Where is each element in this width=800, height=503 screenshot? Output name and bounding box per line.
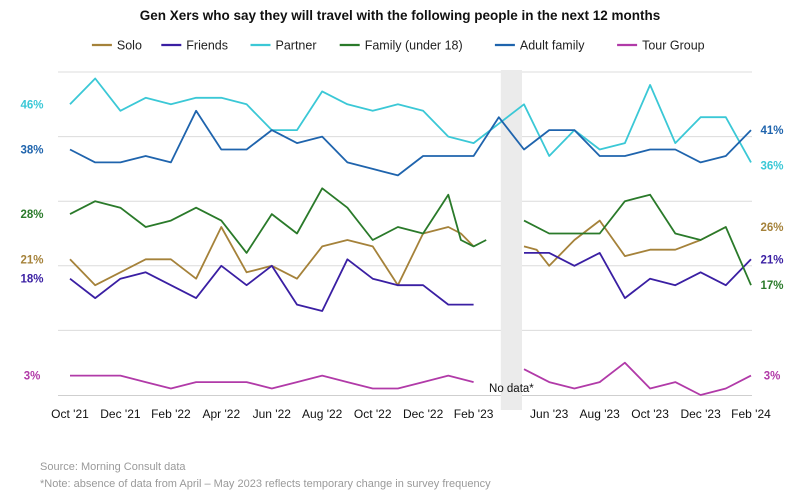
- x-tick-label: Jun '22: [253, 407, 292, 421]
- x-tick-label: Jun '23: [530, 407, 569, 421]
- start-label-partner: 46%: [20, 99, 43, 111]
- gridlines: [58, 71, 752, 396]
- x-tick-label: Oct '22: [354, 407, 392, 421]
- x-axis: Oct '21 Dec '21 Feb '22 Apr '22 Jun '22 Aug '…: [51, 407, 771, 421]
- no-data-label: No data*: [489, 383, 534, 395]
- x-tick-label: Feb '24: [731, 407, 771, 421]
- end-label-family-under-18: 17%: [760, 280, 783, 292]
- data-labels: 21% 18% 46% 28% 38% 3% 26% 21% 36% 17% 41% 3%: [20, 99, 783, 382]
- legend-item-solo: Solo: [91, 39, 142, 53]
- source-note: Source: Morning Consult data: [40, 461, 186, 473]
- legend-label: Adult family: [520, 39, 585, 53]
- legend-item-friends: Friends: [161, 39, 228, 53]
- series-line-solo: [69, 226, 475, 287]
- legend-label: Solo: [117, 39, 142, 53]
- legend-item-tour-group: Tour Group: [617, 39, 705, 53]
- x-tick-label: Dec '22: [403, 407, 444, 421]
- x-tick-label: Apr '22: [202, 407, 240, 421]
- x-tick-label: Oct '23: [631, 407, 669, 421]
- series-line-solo: [523, 219, 727, 267]
- start-label-friends: 18%: [20, 274, 43, 286]
- legend-label: Partner: [276, 39, 317, 53]
- legend: Solo Friends Partner Family (under 18) Adult…: [91, 39, 705, 53]
- x-tick-label: Aug '22: [302, 407, 343, 421]
- series-line-family-under-18: [523, 193, 752, 286]
- series-lines: [69, 77, 752, 396]
- no-data-band: [500, 70, 522, 410]
- series-line-friends: [524, 252, 752, 299]
- end-label-friends: 21%: [760, 254, 783, 266]
- end-label-solo: 26%: [760, 222, 783, 234]
- legend-item-partner: Partner: [250, 39, 317, 53]
- legend-item-family-under-18: Family (under 18): [339, 39, 463, 53]
- series-line-friends: [69, 258, 474, 312]
- chart-title: Gen Xers who say they will travel with t…: [140, 8, 661, 23]
- legend-label: Tour Group: [642, 39, 705, 53]
- legend-label: Friends: [186, 39, 228, 53]
- end-label-partner: 36%: [760, 160, 783, 172]
- x-tick-label: Oct '21: [51, 407, 89, 421]
- x-tick-label: Dec '23: [680, 407, 721, 421]
- footnote: *Note: absence of data from April – May …: [40, 478, 491, 490]
- end-label-adult-family: 41%: [760, 125, 783, 137]
- x-tick-label: Aug '23: [580, 407, 621, 421]
- start-label-family-under-18: 28%: [20, 209, 43, 221]
- series-line-tour-group: [70, 374, 474, 390]
- series-line-adult-family: [69, 109, 752, 177]
- start-label-adult-family: 38%: [20, 145, 43, 157]
- no-data-region: No data*: [489, 70, 534, 410]
- series-line-family-under-18: [69, 187, 487, 254]
- start-label-tour-group: 3%: [24, 371, 41, 383]
- x-tick-label: Feb '22: [151, 407, 191, 421]
- end-label-tour-group: 3%: [764, 371, 781, 383]
- x-tick-label: Dec '21: [100, 407, 141, 421]
- x-tick-label: Feb '23: [454, 407, 494, 421]
- legend-item-adult-family: Adult family: [494, 39, 585, 53]
- legend-label: Family (under 18): [365, 39, 463, 53]
- start-label-solo: 21%: [20, 254, 43, 266]
- series-line-tour-group: [523, 361, 752, 396]
- series-line-partner: [69, 77, 752, 163]
